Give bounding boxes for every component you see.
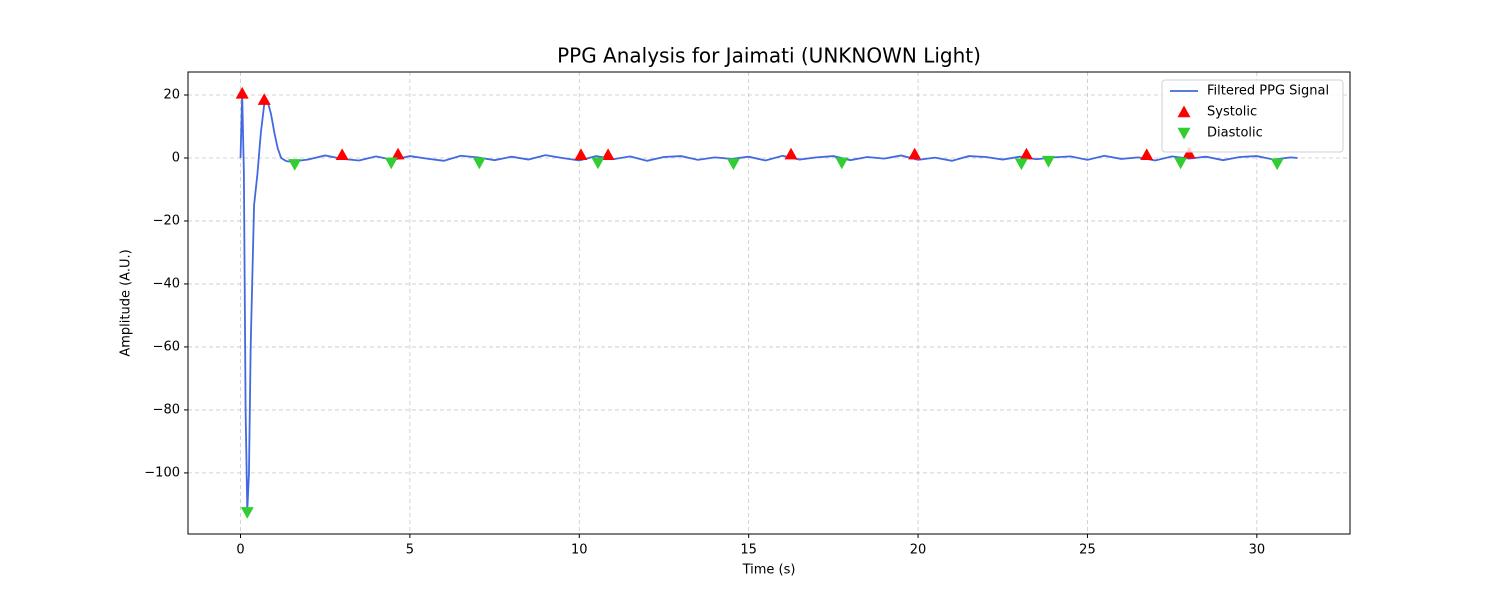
marker [1140,148,1154,161]
marker [288,159,302,171]
x-tick-label: 10 [571,543,588,558]
x-tick-label: 20 [910,543,927,558]
plot-frame [187,71,1351,535]
chart-title: PPG Analysis for Jaimati (UNKNOWN Light) [557,44,981,68]
marker [574,148,588,161]
marker [601,148,615,161]
legend-label: Systolic [1207,105,1257,120]
marker [257,93,271,105]
y-axis-label: Amplitude (A.U.) [119,249,134,356]
legend-label: Diastolic [1207,126,1263,141]
x-tick-label: 30 [1249,543,1266,558]
marker [1019,147,1033,160]
marker [591,157,605,170]
x-tick-label: 15 [740,543,757,558]
marker [1182,146,1196,159]
signal-line [239,94,1298,511]
x-tick-label: 5 [406,543,414,558]
y-tick-label: −20 [153,213,180,228]
y-tick-label: 20 [163,87,180,102]
marker [1174,157,1188,170]
marker [726,158,740,171]
legend-marker [1177,105,1191,118]
y-tick-label: 0 [172,150,180,165]
marker [235,86,249,99]
marker [384,157,398,170]
marker [784,147,798,160]
marker [908,147,922,160]
x-axis-label: Time (s) [742,563,796,578]
x-tick-label: 25 [1079,543,1096,558]
legend-box [1161,79,1344,153]
legend-label: Filtered PPG Signal [1207,84,1329,99]
marker [391,147,405,160]
y-tick-label: −80 [153,402,180,417]
y-tick-label: −60 [153,339,180,354]
marker [240,507,254,519]
marker [1270,158,1284,171]
x-tick-label: 0 [236,543,244,558]
legend-marker [1177,127,1191,140]
marker [472,157,486,170]
marker [335,148,349,161]
marker [835,157,849,170]
marker [1041,155,1055,168]
y-tick-label: −40 [153,276,180,291]
marker [1014,158,1028,171]
y-tick-label: −100 [144,465,180,480]
